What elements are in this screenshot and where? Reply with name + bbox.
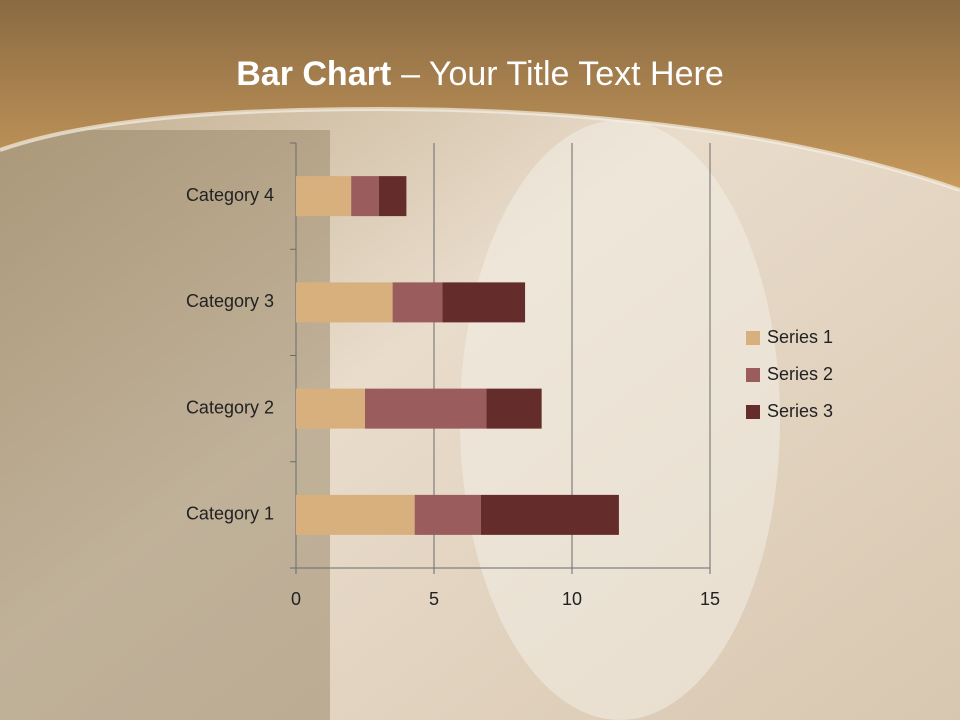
x-tick-label: 15 bbox=[700, 589, 720, 609]
legend-label: Series 2 bbox=[767, 364, 833, 384]
bar-segment bbox=[296, 494, 415, 535]
bar-segment bbox=[296, 282, 393, 323]
bar-segment bbox=[392, 282, 443, 323]
bar-segment bbox=[486, 388, 542, 429]
y-tick-label: Category 2 bbox=[186, 397, 274, 417]
bar-segment bbox=[378, 176, 407, 217]
bar-segment bbox=[480, 494, 619, 535]
title-bold: Bar Chart bbox=[236, 55, 391, 93]
bar-segment bbox=[442, 282, 526, 323]
title-rest: – Your Title Text Here bbox=[401, 55, 724, 93]
y-tick-label: Category 4 bbox=[186, 185, 274, 205]
chart-title: Bar Chart – Your Title Text Here bbox=[236, 55, 724, 93]
y-tick-label: Category 1 bbox=[186, 504, 274, 524]
legend-swatch bbox=[746, 368, 760, 382]
legend-label: Series 3 bbox=[767, 401, 833, 421]
bar-segment bbox=[351, 176, 379, 217]
bar-segment bbox=[296, 176, 352, 217]
plot: 0 5 10 15 Category 1 Category 2 Category 3 Cate… bbox=[186, 142, 833, 609]
x-tick-label: 10 bbox=[562, 589, 582, 609]
legend-label: Series 1 bbox=[767, 327, 833, 347]
legend-swatch bbox=[746, 405, 760, 419]
header-band bbox=[0, 0, 960, 190]
bar-segment bbox=[296, 388, 365, 429]
y-tick-label: Category 3 bbox=[186, 291, 274, 311]
bar-segment bbox=[365, 388, 487, 429]
legend-swatch bbox=[746, 331, 760, 345]
photo-people bbox=[460, 120, 780, 720]
photo-tree bbox=[0, 130, 330, 720]
x-tick-label: 5 bbox=[429, 589, 439, 609]
x-tick-label: 0 bbox=[291, 589, 301, 609]
bar-segment bbox=[414, 494, 481, 535]
header-curve bbox=[0, 107, 960, 192]
